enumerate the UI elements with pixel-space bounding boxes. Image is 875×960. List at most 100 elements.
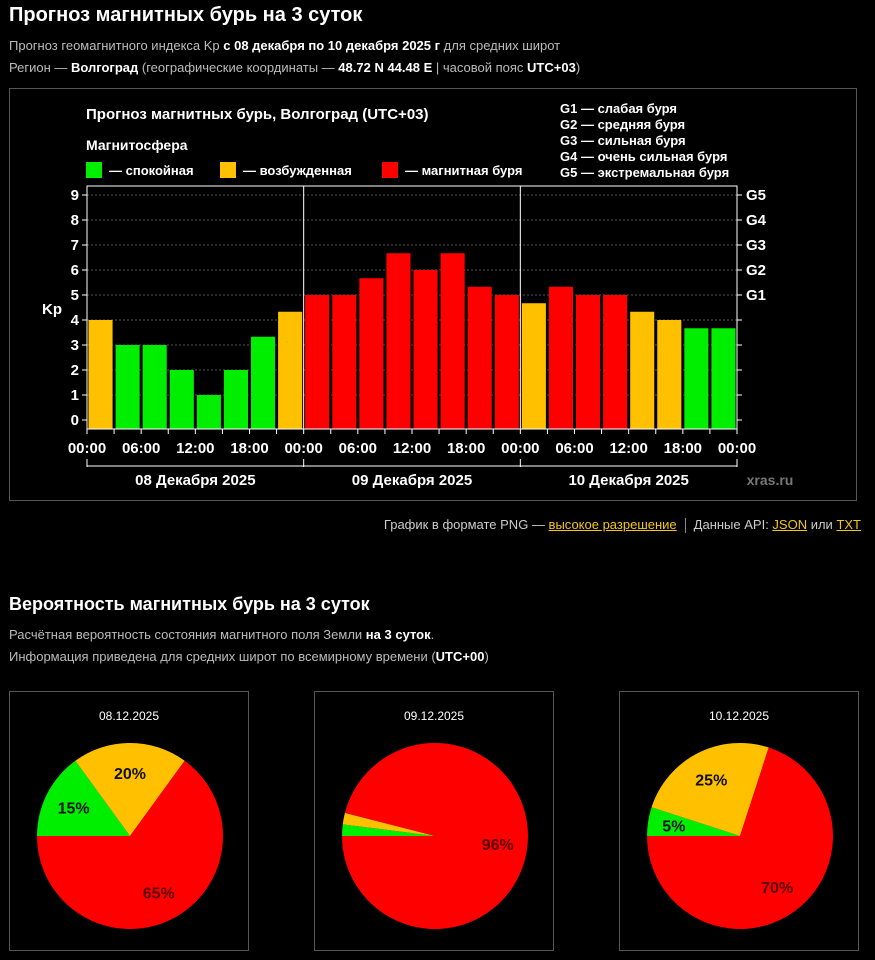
coords-label: (географические координаты — xyxy=(138,60,339,75)
pie-date: 08.12.2025 xyxy=(98,709,160,723)
pie-card-day2: 09.12.2025 96% xyxy=(314,691,554,951)
kp-bar xyxy=(413,270,438,429)
pie-card-day3: 10.12.2025 5% 25% 70% xyxy=(619,691,859,951)
txt-link[interactable]: TXT xyxy=(836,517,861,532)
subtitle-text: Прогноз геомагнитного индекса Kp xyxy=(9,38,224,53)
desc-bold: на 3 суток xyxy=(365,627,431,642)
pie-slice-storm xyxy=(37,760,223,929)
x-tick-label: 00:00 xyxy=(68,440,106,457)
x-tick-label: 00:00 xyxy=(501,440,539,457)
subtitle-text: для средних широт xyxy=(440,38,561,53)
x-tick-label: 06:00 xyxy=(339,440,377,457)
x-tick-label: 12:00 xyxy=(176,440,214,457)
kp-bar xyxy=(223,370,248,429)
pie-slice-label: 65% xyxy=(143,885,175,902)
probability-title: Вероятность магнитных бурь на 3 суток xyxy=(9,594,370,614)
api-label: Данные API: xyxy=(693,517,773,532)
bars xyxy=(88,253,736,429)
pie-date: 09.12.2025 xyxy=(403,709,465,723)
page-title: Прогноз магнитных бурь на 3 суток xyxy=(9,4,363,26)
pie-slice-label: 5% xyxy=(662,819,685,836)
y-tick-label: 2 xyxy=(71,362,79,379)
kp-bar xyxy=(142,345,167,429)
grid xyxy=(87,194,737,396)
kp-chart-svg: Прогноз магнитных бурь, Волгоград (UTC+0… xyxy=(42,101,793,489)
kp-bar xyxy=(196,395,221,429)
pie-slice-active xyxy=(75,743,185,836)
x-tick-label: 00:00 xyxy=(718,440,756,457)
kp-bar xyxy=(603,295,628,429)
forecast-subtitle: Прогноз геомагнитного индекса Kp с 08 де… xyxy=(9,38,560,53)
kp-bar xyxy=(88,320,113,429)
day-label: 10 Декабря 2025 xyxy=(568,472,688,489)
legend-swatch xyxy=(382,162,398,178)
y-axis-label: Kp xyxy=(42,301,62,318)
legend-label: — магнитная буря xyxy=(405,163,522,178)
probability-desc: Расчётная вероятность состояния магнитно… xyxy=(9,627,434,642)
legend-swatch xyxy=(220,162,236,178)
pie-date: 10.12.2025 xyxy=(708,709,770,723)
kp-bar xyxy=(576,295,601,429)
legend-label: — возбужденная xyxy=(243,163,352,178)
pie-slice-storm xyxy=(342,743,528,929)
info-text: ) xyxy=(484,649,489,664)
x-tick-label: 18:00 xyxy=(447,440,485,457)
y-tick-label: 0 xyxy=(71,412,79,429)
date-range: с 08 декабря по 10 декабря 2025 г xyxy=(223,38,441,53)
g-level-label: G3 xyxy=(746,237,766,254)
png-label: График в формате PNG — xyxy=(383,517,549,532)
kp-bar xyxy=(521,303,546,429)
day-label: 08 Декабря 2025 xyxy=(135,472,255,489)
pie-slice-active xyxy=(342,812,435,836)
kp-bar xyxy=(305,295,330,429)
pie-slice-quiet xyxy=(647,807,740,836)
x-tick-label: 12:00 xyxy=(393,440,431,457)
kp-bar xyxy=(711,328,736,429)
y-tick-label: 7 xyxy=(71,237,79,254)
y-tick-label: 4 xyxy=(71,312,80,329)
y-tick-label: 1 xyxy=(71,387,79,404)
kp-bar xyxy=(548,286,573,429)
paren-close: ) xyxy=(575,60,581,75)
pie-chart: 5% 25% 70% xyxy=(647,743,833,929)
kp-bar xyxy=(169,370,194,429)
info-bold: UTC+00 xyxy=(435,649,485,664)
state-legend: — спокойная — возбужденная — магнитная бур… xyxy=(86,162,522,178)
region-label: Регион — xyxy=(9,60,71,75)
g-level-label: G2 xyxy=(746,262,766,279)
coords-value: 48.72 N 44.48 E xyxy=(338,60,433,75)
y-tick-label: 5 xyxy=(71,287,79,304)
separator xyxy=(684,518,686,534)
kp-bar xyxy=(332,295,357,429)
y-tick-label: 9 xyxy=(71,187,79,204)
region-name: Волгоград xyxy=(70,60,139,75)
pie-chart: 96% xyxy=(342,743,528,929)
chart-title: Прогноз магнитных бурь, Волгоград (UTC+0… xyxy=(86,106,429,123)
g-legend-item: G5 — экстремальная буря xyxy=(560,165,729,180)
json-link[interactable]: JSON xyxy=(772,517,808,532)
g-legend-item: G3 — сильная буря xyxy=(560,133,686,148)
high-res-link[interactable]: высокое разрешение xyxy=(548,517,677,532)
kp-bar xyxy=(386,253,411,429)
axes: 0 1 2 3 4 5 6 7 8 9 G1 G2 G3 G4 G5 00:00 06:00 12:00 18:00… xyxy=(68,185,767,489)
x-tick-label: 06:00 xyxy=(122,440,160,457)
pie-slice-label: 25% xyxy=(695,773,727,790)
region-info: Регион — Волгоград (географические коорд… xyxy=(9,60,580,75)
kp-bar xyxy=(251,336,276,429)
kp-forecast-chart: Прогноз магнитных бурь, Волгоград (UTC+0… xyxy=(9,88,857,501)
pie-slice-label: 96% xyxy=(482,837,514,854)
or-label: или xyxy=(807,517,837,532)
kp-bar xyxy=(630,311,655,429)
pie-slice-label: 15% xyxy=(58,800,90,817)
legend-title: Магнитосфера xyxy=(86,137,188,153)
kp-bar xyxy=(657,320,682,429)
kp-bar xyxy=(467,286,492,429)
kp-bar xyxy=(440,253,465,429)
kp-bar xyxy=(359,278,384,429)
kp-bar xyxy=(684,328,709,429)
g-level-label: G5 xyxy=(746,187,766,204)
pie-slice-quiet xyxy=(342,824,435,836)
pie-card-day1: 08.12.2025 15% 20% 65% xyxy=(9,691,249,951)
g-legend-item: G1 — слабая буря xyxy=(560,101,677,116)
x-tick-label: 18:00 xyxy=(230,440,268,457)
